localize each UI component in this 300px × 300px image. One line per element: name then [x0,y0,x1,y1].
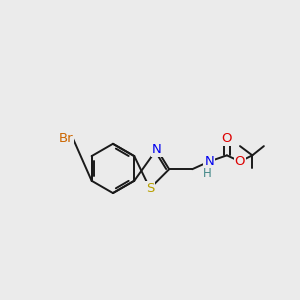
Text: N: N [152,143,162,156]
Text: O: O [235,155,245,168]
Text: N: N [204,155,214,168]
Text: S: S [146,182,154,195]
Text: Br: Br [58,132,73,145]
Text: O: O [222,132,232,145]
Text: H: H [202,167,211,180]
